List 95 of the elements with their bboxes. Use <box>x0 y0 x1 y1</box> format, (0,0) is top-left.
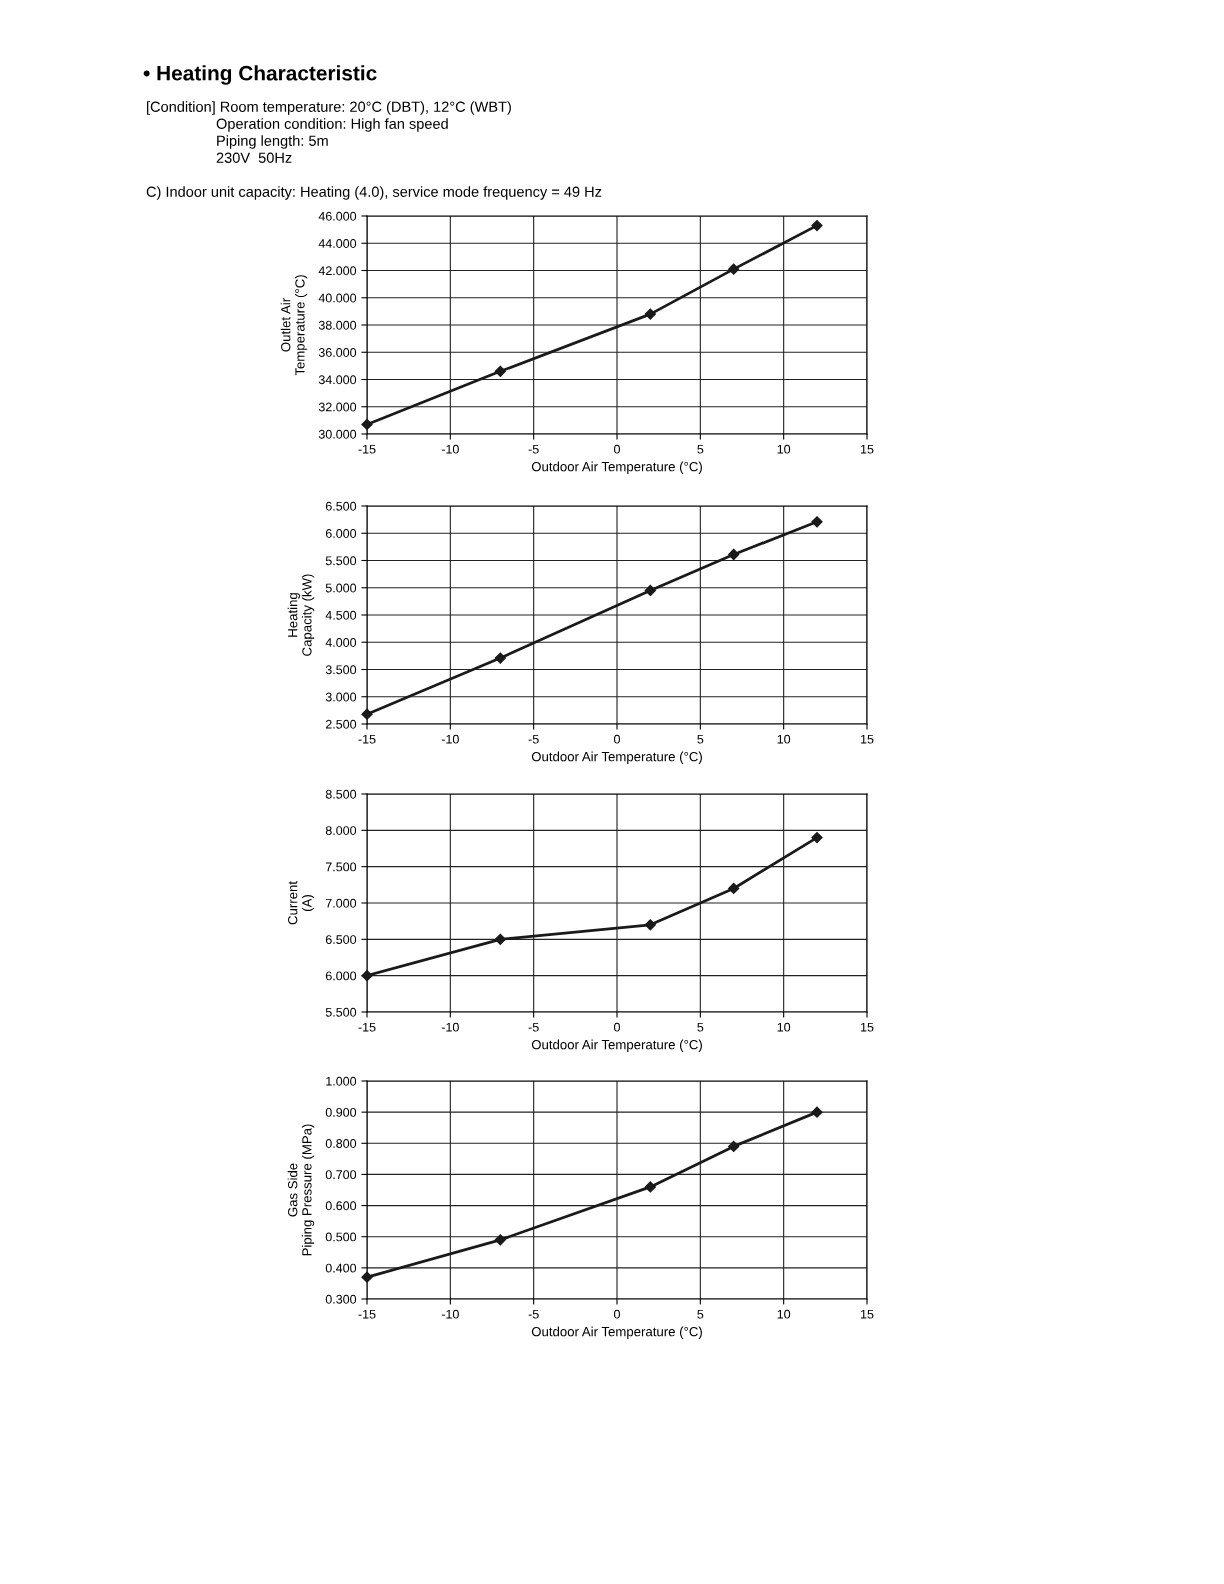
y-tick-label: 0.500 <box>325 1232 357 1242</box>
text: Piping length: 5m <box>217 135 328 149</box>
x-axis-title: Outdoor Air Temperature (°C) <box>531 461 702 474</box>
x-axis-title: Outdoor Air Temperature (°C) <box>531 751 702 764</box>
point <box>494 933 506 945</box>
y-tick-label: 7.000 <box>325 898 357 908</box>
point <box>644 1181 656 1193</box>
chart-title: • Heating Characteristic <box>143 65 377 85</box>
y-tick-label: 8.000 <box>325 826 357 835</box>
x-tick-label: 15 <box>861 444 874 454</box>
x-tick-label: -10 <box>441 734 459 744</box>
x-tick-label: 10 <box>777 1022 791 1032</box>
text: C) Indoor unit capacity: Heating (4.0), service mode frequency = 49 Hz <box>146 186 602 200</box>
point <box>361 1271 373 1283</box>
point <box>361 708 373 720</box>
x-axis-title: Outdoor Air Temperature (°C) <box>531 1039 702 1052</box>
point <box>644 919 656 931</box>
y-tick-label: 32.000 <box>318 402 357 412</box>
x-tick-label: -10 <box>441 444 459 454</box>
point <box>361 970 373 982</box>
x-tick-label: 0 <box>614 444 620 454</box>
x-tick-label: 5 <box>697 1309 704 1319</box>
x-tick-label: 5 <box>697 1022 704 1032</box>
y-tick-label: 40.000 <box>318 293 357 303</box>
y-tick-label: 3.000 <box>325 692 357 702</box>
y-tick-label: 42.000 <box>318 266 357 276</box>
y-tick-label: 44.000 <box>318 239 357 248</box>
y-tick-label: 5.500 <box>325 556 357 566</box>
y-axis-title: Current (A) <box>288 881 315 925</box>
x-axis-title: Outdoor Air Temperature (°C) <box>531 1326 702 1339</box>
x-tick-label: -15 <box>358 1309 376 1319</box>
text: 230V 50Hz <box>216 152 292 163</box>
point <box>728 263 740 275</box>
point <box>811 1106 823 1118</box>
text: [Condition] Room temperature: 20°C (DBT), 12°C (WBT) <box>147 101 511 115</box>
y-tick-label: 1.000 <box>326 1076 357 1086</box>
y-tick-label: 6.000 <box>325 529 357 538</box>
y-tick-label: 6.500 <box>325 935 357 944</box>
point <box>644 308 656 320</box>
point <box>811 219 823 232</box>
point <box>494 365 506 377</box>
point <box>811 831 823 844</box>
y-tick-label: 4.500 <box>325 610 357 620</box>
x-tick-label: -5 <box>528 444 539 454</box>
y-axis-title: Gas Side Piping Pressure (MPa) <box>287 1124 315 1256</box>
x-tick-label: 15 <box>861 1309 874 1319</box>
point <box>728 1140 740 1153</box>
y-tick-label: 3.500 <box>325 665 357 675</box>
x-tick-label: -5 <box>528 1309 539 1319</box>
point <box>494 1234 506 1246</box>
x-tick-label: 15 <box>861 734 874 744</box>
x-tick-label: 10 <box>777 734 791 744</box>
y-tick-label: 7.500 <box>325 862 357 872</box>
y-tick-label: 0.700 <box>325 1170 357 1180</box>
y-tick-label: 38.000 <box>318 320 357 330</box>
x-tick-label: 10 <box>777 1309 791 1319</box>
y-tick-label: 36.000 <box>318 348 357 357</box>
y-axis-title: Heating Capacity (kW) <box>287 574 315 656</box>
x-tick-label: 10 <box>777 444 791 454</box>
point <box>728 548 740 561</box>
x-tick-label: -15 <box>358 1022 376 1032</box>
y-tick-label: 6.500 <box>325 501 357 511</box>
point <box>644 584 656 597</box>
y-tick-label: 8.500 <box>325 789 357 799</box>
x-tick-label: -5 <box>528 734 539 744</box>
y-tick-label: 0.900 <box>325 1107 357 1117</box>
y-tick-label: 0.400 <box>325 1263 357 1273</box>
y-tick-label: 5.000 <box>325 583 357 593</box>
y-tick-label: 5.500 <box>325 1007 357 1017</box>
x-tick-label: 0 <box>614 1022 620 1032</box>
y-tick-label: 0.800 <box>325 1139 357 1148</box>
point <box>361 418 373 431</box>
x-tick-label: 0 <box>614 734 620 744</box>
x-tick-label: -15 <box>358 734 376 744</box>
x-tick-label: -5 <box>528 1022 539 1032</box>
y-tick-label: 0.600 <box>325 1201 357 1211</box>
y-tick-label: 34.000 <box>318 375 357 385</box>
y-tick-label: 30.000 <box>318 429 357 439</box>
y-tick-label: 0.300 <box>325 1294 357 1304</box>
y-tick-label: 4.000 <box>325 638 357 647</box>
y-tick-label: 2.500 <box>325 719 357 729</box>
x-tick-label: -15 <box>358 444 376 454</box>
x-tick-label: 5 <box>697 734 704 744</box>
x-tick-label: -10 <box>441 1309 459 1319</box>
x-tick-label: 5 <box>697 444 704 454</box>
text: Operation condition: High fan speed <box>216 118 448 132</box>
y-tick-label: 46.000 <box>318 211 357 221</box>
point <box>494 652 506 664</box>
y-axis-title: Outlet Air Temperature (°C) <box>280 275 308 376</box>
point <box>728 882 740 895</box>
y-tick-label: 6.000 <box>325 971 357 981</box>
x-tick-label: -10 <box>441 1022 459 1032</box>
point <box>811 516 823 528</box>
x-tick-label: 0 <box>614 1309 620 1319</box>
x-tick-label: 15 <box>861 1022 874 1032</box>
